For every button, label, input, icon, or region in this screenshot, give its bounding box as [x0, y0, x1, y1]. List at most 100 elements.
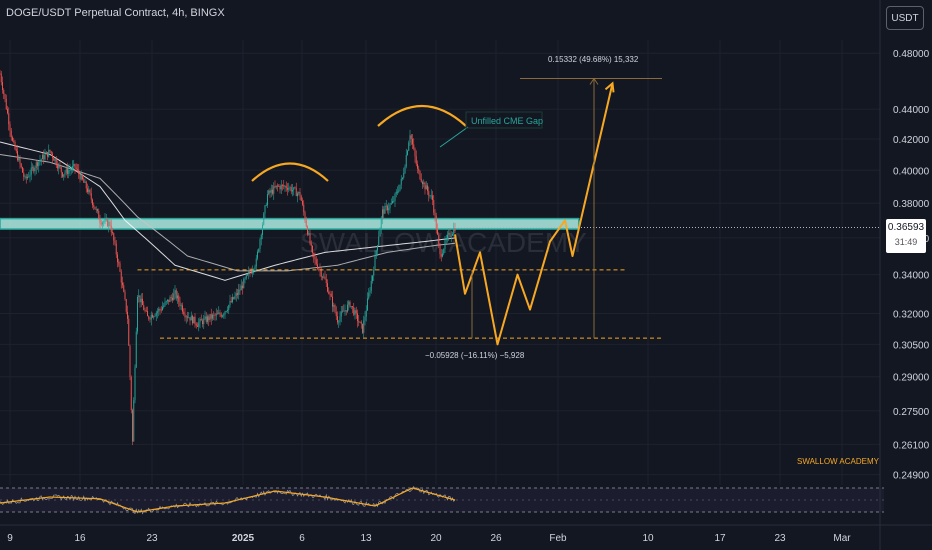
candle-body	[20, 163, 22, 168]
candle-body	[212, 314, 213, 319]
candle-body	[444, 240, 446, 250]
candle-body	[228, 305, 230, 311]
candle-body	[248, 271, 250, 275]
candle-body	[165, 301, 167, 303]
candle-body	[364, 316, 366, 321]
horizontal-levels	[137, 77, 880, 339]
candle-body	[339, 316, 341, 322]
rsi-pane	[0, 485, 884, 515]
candle-body	[23, 172, 25, 177]
time-axis[interactable]: 9 16 23 2025 6 13 20 26 Feb 10 17 23 Mar	[0, 524, 932, 544]
candle-body	[178, 295, 180, 302]
candle-body	[52, 153, 53, 158]
candle-body	[295, 187, 297, 197]
candle-body	[314, 257, 316, 260]
candle-body	[379, 228, 381, 237]
measure-tools	[471, 77, 599, 339]
candle-body	[415, 156, 417, 165]
x-tick-label: 26	[490, 533, 502, 544]
candle-body	[410, 135, 412, 139]
candle-body	[428, 191, 430, 196]
candle-body	[57, 165, 58, 169]
candle-body	[440, 254, 442, 257]
candle-body	[412, 138, 413, 145]
candle-body	[94, 206, 96, 210]
candle-body	[145, 310, 147, 312]
candle-body	[309, 233, 311, 244]
candle-body	[159, 309, 161, 310]
shoulder-arc	[377, 105, 467, 127]
chart-grid	[0, 40, 880, 485]
candle-body	[58, 164, 60, 169]
candle-body	[278, 185, 280, 187]
candle-body	[195, 323, 197, 326]
candle-body	[154, 315, 156, 317]
moving-averages	[0, 141, 456, 281]
candle-body	[402, 177, 403, 179]
candle-body	[280, 184, 282, 190]
candle-body	[389, 204, 391, 209]
candle-body	[324, 276, 326, 280]
candle-body	[207, 316, 208, 322]
candle-body	[188, 317, 190, 319]
candle-body	[147, 311, 148, 317]
candle-body	[129, 345, 131, 378]
y-tick-label: 0.24900	[893, 471, 930, 482]
candle-body	[167, 299, 168, 302]
candle-body	[357, 313, 358, 322]
candle-body	[307, 226, 308, 235]
y-tick-label: 0.44000	[893, 105, 930, 116]
candle-body	[48, 149, 50, 157]
candle-body	[100, 223, 102, 225]
candle-body	[400, 178, 402, 185]
candle-body	[140, 298, 142, 303]
candle-body	[450, 235, 452, 237]
candle-body	[439, 243, 441, 255]
candle-body	[202, 320, 203, 325]
candle-body	[168, 299, 170, 302]
candle-body	[382, 209, 383, 218]
candle-body	[362, 323, 363, 333]
candle-body	[417, 164, 418, 169]
candle-body	[172, 297, 173, 301]
candle-body	[392, 201, 393, 204]
candle-body	[352, 306, 353, 308]
candle-body	[337, 316, 338, 323]
candle-body	[137, 296, 138, 332]
candle-body	[213, 314, 215, 316]
candle-body	[128, 318, 130, 346]
candle-body	[333, 305, 335, 307]
candle-body	[160, 309, 162, 311]
candle-body	[45, 152, 47, 155]
candle-body	[78, 169, 80, 175]
candle-body	[274, 186, 276, 188]
candle-body	[353, 307, 355, 315]
candle-body	[239, 289, 241, 291]
candle-body	[152, 314, 153, 318]
candle-body	[374, 255, 376, 271]
candle-body	[104, 219, 106, 222]
x-tick-label: Feb	[549, 533, 567, 544]
candle-body	[310, 243, 312, 246]
candle-body	[2, 82, 3, 90]
candle-body	[65, 168, 67, 173]
candle-body	[349, 301, 351, 307]
candle-body	[180, 305, 182, 307]
candle-body	[413, 144, 415, 149]
candle-body	[15, 149, 17, 152]
candle-body	[447, 234, 448, 239]
candle-body	[343, 310, 345, 312]
candle-body	[170, 297, 172, 299]
candle-body	[173, 293, 175, 301]
price-axis[interactable]: 0.480000.440000.420000.400000.380000.360…	[879, 0, 930, 550]
candle-body	[204, 316, 206, 319]
candle-body	[264, 205, 266, 214]
candle-body	[305, 220, 307, 227]
candle-body	[0, 73, 2, 83]
candle-body	[243, 279, 245, 289]
x-tick-label: 6	[299, 533, 305, 544]
currency-button[interactable]: USDT	[886, 6, 924, 30]
y-tick-label: 0.38000	[893, 199, 930, 210]
candle-body	[407, 150, 408, 156]
